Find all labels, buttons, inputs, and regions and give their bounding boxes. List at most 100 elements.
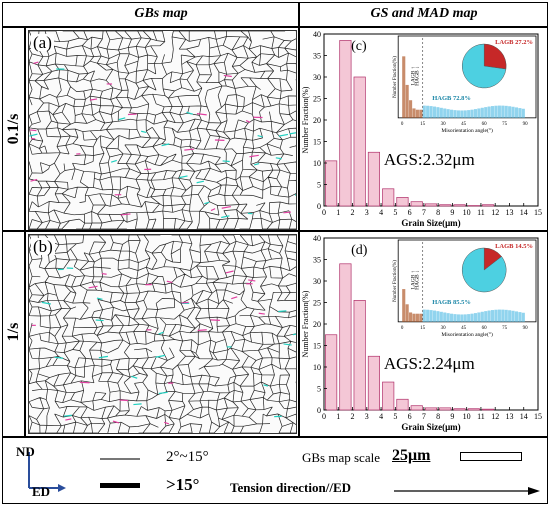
pie-label-lagb: LAGB 27.2% [495,39,533,46]
bar [382,381,395,411]
inset-bar [456,110,460,118]
inset-bar [409,312,413,322]
y-tick-label: 15 [313,138,321,147]
inset-bar [443,312,447,322]
inset-bar [426,309,430,322]
panel-label-b: (b) [31,237,55,256]
x-axis: 0 1 2 3 4 5 6 7 8 9 10 11 12 13 14 15 [322,203,542,217]
inset-bar [412,108,416,118]
inset-bar [422,105,426,118]
panel-label-a: (a) [31,33,54,52]
inset-bar [470,313,474,322]
inset-bar [432,310,437,322]
y-tick-label: 30 [313,73,321,82]
inset-bar [473,109,478,118]
inset-bar [470,109,474,118]
inset-x-tick-label: 15 [420,122,426,127]
y-tick-label: 25 [313,299,321,308]
inset-bar [419,109,423,118]
inset-bar [494,105,498,118]
y-tick-label: 0 [317,406,321,415]
inset-bar [450,109,454,118]
inset-bar [436,311,440,322]
header-divider [2,26,548,28]
grain-boundary-network [29,31,296,229]
x-tick-label: 6 [408,208,412,217]
inset-bar [467,314,471,322]
y-tick-label: 30 [313,277,321,286]
low-angle-boundary-accents [31,267,296,425]
grain-size-chart-c: 0 5 10 15 20 25 30 35 40 0 1 2 3 4 5 6 7 8 9 10 11 12 13 14 15 Gr… [300,28,546,230]
label-column-divider [24,26,26,436]
bar [396,398,409,411]
inset-bar [504,105,508,118]
bar [396,197,409,207]
inset-bar [521,312,525,322]
inset-bar [426,105,430,118]
inset-bar [415,313,419,322]
row-label-rate-2: 1/s [5,322,22,342]
header-gbs-map: GBs map [134,6,188,21]
x-tick-label: 14 [520,412,528,421]
x-tick-label: 15 [534,412,542,421]
pie-slice-lagb [483,43,507,70]
inset-y-axis-title: Number Fraction(%) [393,260,398,302]
bar [482,204,495,207]
boundary-fraction-pie [461,43,507,89]
inset-hagb-arrow-label: HAGB ↓ [415,66,421,86]
pie-label-hagb: HAGB 72.8% [432,95,471,102]
inset-bar [439,311,443,322]
inset-x-tick-label: 75 [502,326,508,331]
x-tick-label: 8 [436,208,440,217]
y-axis-title: Number Fraction(%) [301,290,310,357]
inset-x-tick-label: 75 [502,122,508,127]
y-tick-label: 0 [317,202,321,211]
inset-bar [453,314,457,322]
x-tick-label: 3 [365,412,369,421]
pie-label-lagb: LAGB 14.5% [495,243,533,250]
x-tick-label: 3 [365,208,369,217]
bars [325,263,495,411]
gbs-map-a: (a) [28,30,297,230]
x-tick-label: 13 [505,208,513,217]
inset-x-axis-title: Misorientation angle(°) [441,331,493,338]
inset-bar [439,107,443,118]
inset-bar [514,107,519,118]
bar [439,204,452,207]
row-divider [2,230,548,232]
x-tick-label: 14 [520,208,528,217]
y-tick-label: 15 [313,342,321,351]
bar [467,408,480,411]
inset-bar [484,107,488,118]
x-tick-label: 13 [505,412,513,421]
inset-bar [405,304,409,322]
x-tick-label: 7 [422,208,426,217]
thick-line-swatch [100,483,140,488]
y-tick-label: 25 [313,95,321,104]
bar [367,355,380,411]
x-tick-label: 9 [450,412,454,421]
inset-bar [453,110,457,118]
bar [424,407,438,411]
inset-x-tick-label: 90 [523,326,529,331]
inset-bar [497,105,501,118]
row-label-rate-1: 0.1/s [5,113,22,145]
inset-bar [429,310,433,322]
misorientation-inset: 0 15 30 45 60 75 90 Misorientation angle(°) Numb… [393,239,537,338]
inset-bar [501,105,505,118]
inset-bar [487,310,491,322]
inset-bar [477,312,481,322]
inset-bar [456,314,460,322]
inset-bar [450,313,454,322]
legend-divider [2,436,548,438]
x-tick-label: 12 [491,208,499,217]
inset-bar [487,106,491,118]
bar [482,408,495,411]
legend-area: ND ED 2°~15° >15° GBs map scale 25μm Ten… [2,438,548,502]
x-tick-label: 0 [322,412,326,421]
y-tick-label: 20 [313,116,321,125]
scale-value: 25μm [392,447,431,464]
inset-bar [422,309,426,322]
inset-bar [463,314,467,322]
